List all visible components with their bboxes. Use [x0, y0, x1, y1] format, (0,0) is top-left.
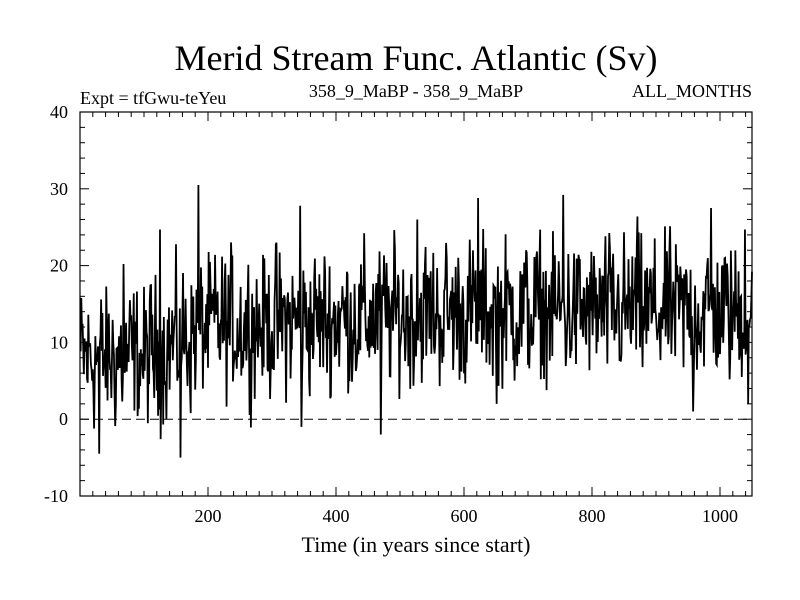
x-axis: 200 400 600 800 1000: [92, 112, 747, 526]
chart-title: Merid Stream Func. Atlantic (Sv): [175, 38, 658, 78]
x-tick-label: 1000: [702, 506, 738, 526]
x-tick-label: 400: [323, 506, 350, 526]
period-label: 358_9_MaBP - 358_9_MaBP: [309, 81, 523, 101]
plot-area: [79, 111, 753, 497]
y-tick-label: 10: [50, 332, 68, 352]
x-tick-label: 800: [579, 506, 606, 526]
y-tick-label: 0: [59, 409, 68, 429]
x-tick-label: 200: [195, 506, 222, 526]
y-tick-label: 40: [50, 102, 68, 122]
experiment-label: Expt = tfGwu-teYeu: [80, 88, 226, 108]
x-axis-label: Time (in years since start): [302, 532, 531, 557]
y-tick-label: -10: [44, 486, 68, 506]
y-tick-label: 20: [50, 256, 68, 276]
months-label: ALL_MONTHS: [632, 81, 752, 101]
plot-frame: [79, 111, 753, 497]
stream-function-series-line: [79, 184, 753, 458]
y-tick-label: 30: [50, 179, 68, 199]
x-tick-label: 600: [451, 506, 478, 526]
y-axis: -10 0 10 20 30 40: [44, 102, 752, 506]
